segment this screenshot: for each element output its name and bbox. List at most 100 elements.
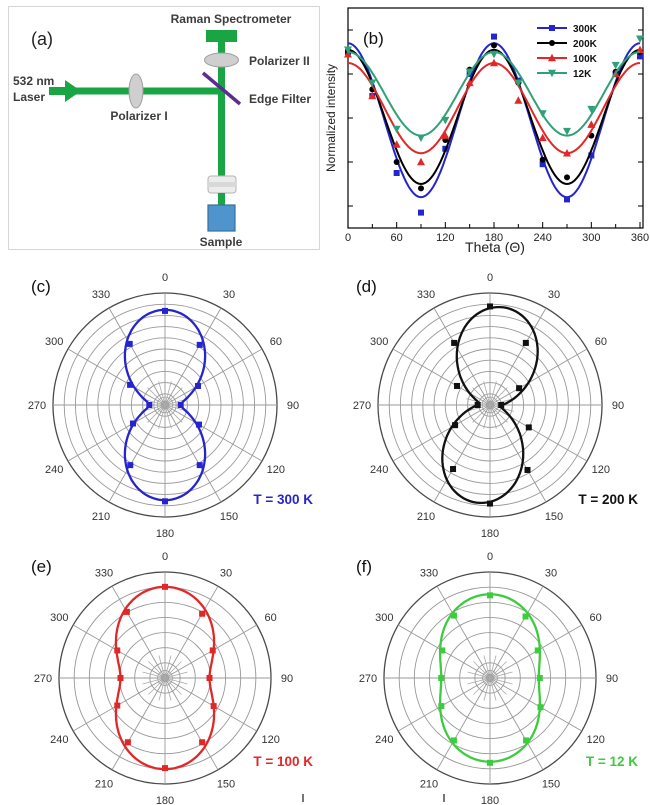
polar-grid-spoke	[164, 585, 219, 679]
polar-data-point	[209, 647, 216, 654]
data-point-marker	[637, 53, 643, 60]
y-axis-title: Normalized intensity	[325, 64, 338, 172]
angle-label: 210	[420, 779, 438, 791]
polar-grid-minor-spoke	[483, 677, 491, 701]
polar-grid-minor-spoke	[142, 671, 166, 679]
polar-chart-svg: 0 30 60 90 120 150 180 210 240 270 300 330 (f) T = 12…	[356, 551, 638, 805]
data-point-marker	[563, 149, 571, 157]
vertical-beam	[218, 37, 225, 181]
angle-label: 210	[95, 779, 113, 791]
polar-grid-minor-spoke	[164, 677, 182, 695]
polar-grid-minor-spoke	[164, 387, 183, 406]
x-axis-tick-label: 240	[533, 232, 551, 244]
polar-data-point	[487, 592, 493, 599]
angle-label: 180	[156, 528, 174, 538]
angle-label: 270	[359, 673, 377, 685]
angle-label: 30	[223, 289, 235, 301]
angle-label: 330	[417, 289, 435, 301]
angle-label: 0	[487, 551, 493, 563]
polar-grid-spoke	[489, 307, 547, 406]
polar-data-point	[516, 385, 523, 392]
series-curve	[347, 48, 641, 186]
polar-grid-spoke	[489, 348, 588, 406]
angle-label: 150	[545, 511, 563, 523]
polar-data-point	[498, 402, 505, 408]
spectrometer-label: Raman Spectrometer	[171, 12, 292, 26]
angle-label: 120	[261, 734, 279, 746]
edge-filter-label: Edge Filter	[249, 92, 311, 106]
polar-grid-minor-spoke	[489, 655, 497, 679]
polar-chart-svg: 0 30 60 90 120 150 180 210 240 270 300 330 (d) T = 20…	[353, 272, 638, 538]
polar-data-point	[450, 612, 457, 619]
polar-data-point	[114, 702, 121, 709]
panel-label: (f)	[356, 557, 372, 576]
data-point-marker	[564, 196, 570, 203]
laser-label-line2: Laser	[13, 90, 45, 104]
x-axis-title: Theta (Θ)	[465, 239, 525, 255]
polar-grid-minor-spoke	[489, 404, 508, 423]
polar-data-point	[452, 422, 459, 429]
angle-label: 90	[287, 400, 299, 412]
polar-grid-spoke	[67, 348, 166, 406]
polar-grid-spoke	[164, 348, 263, 406]
polar-grid-spoke	[108, 307, 166, 406]
polar-grid-spoke	[489, 404, 547, 503]
polar-data-point	[177, 402, 184, 408]
polar-grid-spoke	[164, 404, 263, 462]
data-point-marker	[563, 127, 571, 136]
polar-grid-spoke	[164, 677, 219, 771]
polar-grid-minor-spoke	[158, 404, 166, 429]
angle-label: 180	[156, 795, 174, 805]
beam-to-sample	[218, 193, 225, 205]
polar-grid-minor-spoke	[467, 671, 491, 679]
data-point-marker	[514, 79, 523, 87]
polar-data-point	[162, 765, 168, 772]
data-point-marker	[539, 161, 546, 168]
polar-data-point	[487, 303, 493, 310]
temperature-label: T = 12 K	[586, 754, 638, 769]
polar-grid-spoke	[433, 404, 491, 503]
polar-grid-minor-spoke	[164, 655, 172, 679]
objective-band	[208, 182, 236, 187]
polar-data-point	[438, 675, 445, 681]
polar-grid-minor-spoke	[467, 677, 491, 685]
data-point-marker	[392, 125, 401, 134]
polarizer-2-label: Polarizer II	[249, 54, 310, 68]
polar-grid-minor-spoke	[473, 677, 491, 695]
polar-grid-spoke	[489, 677, 544, 771]
polar-grid-minor-spoke	[148, 677, 166, 695]
data-point-marker	[587, 105, 596, 114]
polar-data-point	[522, 339, 529, 346]
data-point-marker	[539, 156, 546, 163]
polarizer-2-lens	[204, 52, 239, 68]
data-point-marker	[368, 91, 377, 100]
series-12K	[344, 35, 644, 142]
angle-label: 270	[353, 400, 371, 412]
legend: 300K 200K 100K 12K	[537, 24, 598, 80]
polar-grid-spoke	[489, 404, 588, 462]
angle-label: 300	[45, 336, 63, 348]
polar-grid-minor-spoke	[489, 677, 497, 701]
data-point-marker	[514, 96, 523, 104]
angle-label: 30	[220, 567, 232, 579]
panel-b-label: (b)	[363, 29, 384, 48]
legend-marker	[549, 40, 555, 46]
polar-data-point	[196, 341, 203, 348]
angle-label: 240	[370, 464, 388, 476]
legend-marker	[548, 53, 556, 62]
polar-grid-spoke	[108, 404, 166, 503]
data-point-marker	[417, 157, 425, 166]
panel-label: (d)	[356, 277, 377, 296]
polar-grid-minor-spoke	[483, 655, 491, 679]
polar-data-point	[450, 466, 457, 473]
data-point-marker	[490, 50, 498, 59]
angle-label: 330	[95, 567, 113, 579]
polar-data-point	[451, 339, 458, 346]
data-point-marker	[491, 33, 497, 40]
polar-data-point	[536, 675, 543, 681]
polar-data-point	[438, 703, 445, 710]
setup-diagram-svg: (a) Raman Spectrometer Polarizer II Edge…	[13, 12, 311, 249]
polar-data-point	[127, 462, 134, 469]
panel-f-polar-12k: 0 30 60 90 120 150 180 210 240 270 300 330 (f) T = 12…	[330, 538, 650, 805]
polar-grid-spoke	[392, 348, 491, 406]
